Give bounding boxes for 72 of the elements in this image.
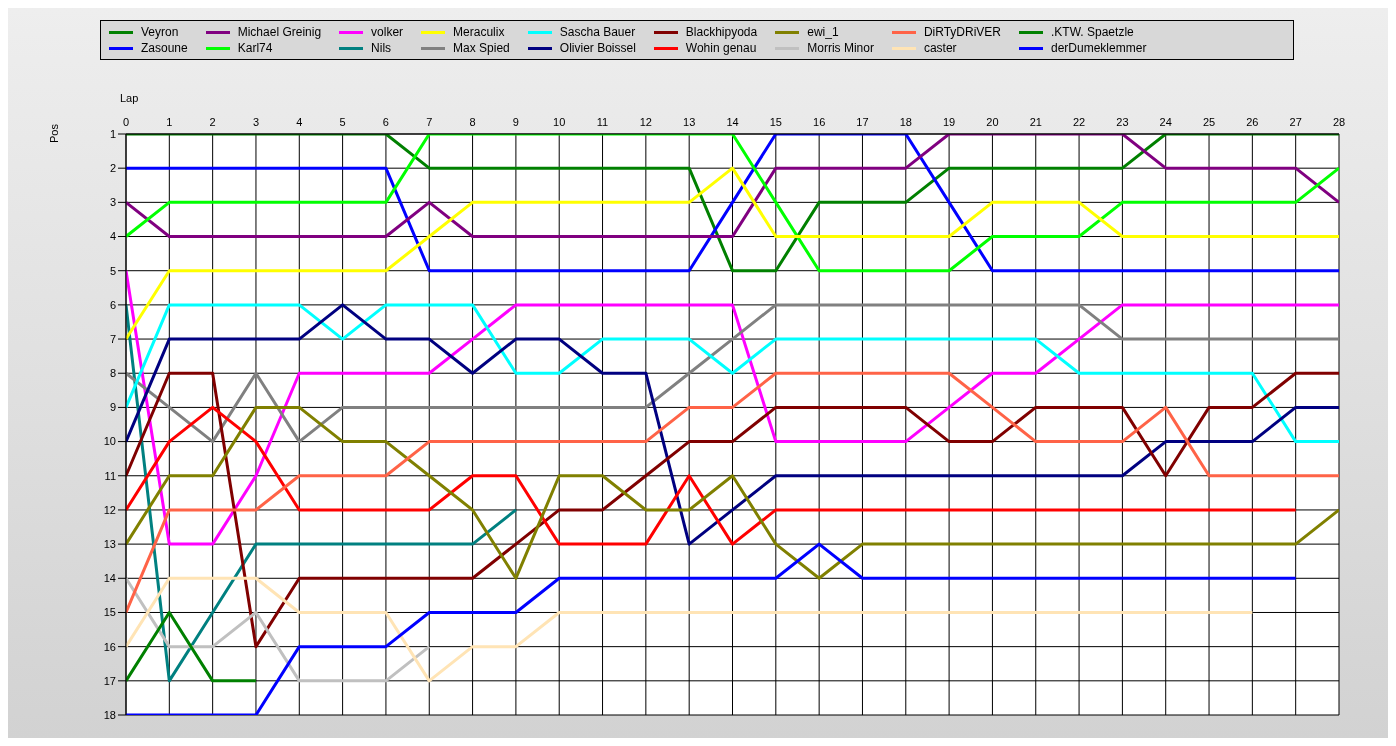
- x-tick-label: 8: [469, 116, 476, 128]
- x-tick-label: 7: [426, 116, 433, 128]
- y-tick-label: 17: [103, 674, 116, 687]
- line-series: [126, 542, 1298, 715]
- y-tick-label: 3: [109, 196, 116, 209]
- y-tick-label: 16: [103, 640, 116, 653]
- line-series: [126, 405, 1298, 546]
- x-tick-label: 23: [1116, 116, 1129, 128]
- legend-label: Olivier Boissel: [559, 41, 636, 55]
- y-axis-title: Pos: [48, 124, 60, 143]
- legend-label: ewi_1: [807, 25, 839, 39]
- x-tick-label: 27: [1289, 116, 1302, 128]
- x-tick-label: 9: [512, 116, 519, 128]
- x-tick-label: 15: [769, 116, 782, 128]
- legend-label: derDumeklemmer: [1051, 41, 1147, 55]
- legend-label: Sascha Bauer: [559, 25, 636, 39]
- legend-label: Morris Minor: [807, 41, 874, 55]
- legend-label: Nils: [371, 41, 392, 55]
- x-tick-label: 18: [899, 116, 912, 128]
- x-tick-label: 25: [1202, 116, 1216, 128]
- y-tick-label: 6: [109, 298, 116, 311]
- y-tick-label: 2: [109, 162, 116, 175]
- x-tick-label: 21: [1029, 116, 1042, 128]
- legend-label: Veyron: [141, 25, 179, 39]
- legend-label: Karl74: [237, 41, 273, 55]
- legend-label: .KTW. Spaetzle: [1051, 25, 1134, 39]
- y-tick-label: 8: [109, 367, 116, 380]
- y-tick-label: 13: [103, 538, 116, 551]
- x-tick-label: 2: [209, 116, 216, 128]
- x-tick-label: 17: [856, 116, 869, 128]
- x-tick-label: 19: [942, 116, 956, 128]
- x-tick-label: 16: [813, 116, 826, 128]
- y-tick-label: 4: [109, 230, 116, 243]
- x-tick-label: 28: [1332, 116, 1346, 128]
- y-tick-label: 15: [103, 606, 116, 619]
- y-tick-label: 12: [103, 503, 116, 516]
- x-tick-label: 11: [596, 116, 609, 128]
- legend-label: DiRTyDRiVER: [923, 25, 1002, 39]
- y-tick-label: 14: [103, 572, 116, 585]
- legend-label: Wohin genau: [685, 41, 757, 55]
- x-tick-label: 12: [639, 116, 652, 128]
- legend-label: Zasoune: [141, 41, 188, 55]
- x-tick-label: 4: [296, 116, 303, 128]
- x-tick-label: 10: [553, 116, 566, 128]
- x-tick-label: 6: [382, 116, 389, 128]
- x-tick-label: 26: [1246, 116, 1259, 128]
- legend-label: Michael Greinig: [237, 25, 322, 39]
- legend-label: caster: [923, 41, 957, 55]
- line-series: [126, 576, 1254, 683]
- y-tick-label: 18: [103, 708, 116, 721]
- y-tick-label: 11: [104, 469, 116, 482]
- x-tick-label: 24: [1159, 116, 1172, 128]
- x-axis-title: Lap: [120, 92, 139, 104]
- y-tick-label: 9: [109, 401, 116, 414]
- x-tick-label: 20: [986, 116, 999, 128]
- x-tick-label: 1: [166, 116, 173, 128]
- legend-label: Blackhipyoda: [685, 25, 758, 39]
- line-series: [126, 303, 518, 683]
- x-tick-label: 13: [683, 116, 696, 128]
- x-tick-label: 5: [339, 116, 346, 128]
- x-tick-label: 3: [252, 116, 260, 128]
- x-tick-label: 0: [122, 116, 130, 128]
- y-tick-label: 10: [103, 435, 116, 448]
- line-series: [126, 576, 431, 683]
- y-tick-label: 1: [109, 127, 116, 140]
- x-tick-label: 14: [726, 116, 739, 128]
- legend-label: Max Spied: [453, 41, 510, 55]
- y-tick-label: 7: [109, 332, 116, 345]
- legend-label: Meraculix: [453, 25, 505, 39]
- legend-label: volker: [371, 25, 404, 39]
- x-tick-label: 22: [1072, 116, 1086, 128]
- y-tick-label: 5: [109, 264, 116, 277]
